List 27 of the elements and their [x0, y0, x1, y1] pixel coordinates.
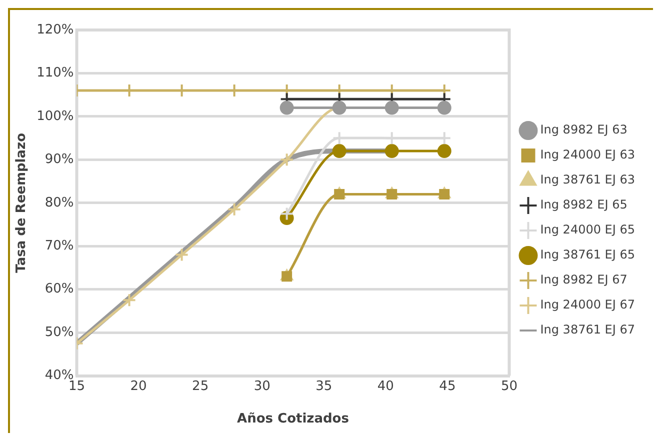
x-tick-label: 30: [254, 378, 270, 394]
x-tick-label: 50: [500, 378, 518, 394]
x-axis-title: Años Cotizados: [237, 412, 350, 427]
y-tick-label: 80%: [44, 195, 74, 210]
y-tick-label: 110%: [36, 66, 74, 81]
legend-label: Ing 24000 EJ 65: [540, 222, 636, 237]
legend-label: Ing 8982 EJ 63: [540, 122, 628, 137]
x-tick-label: 20: [130, 378, 147, 394]
legend-label: Ing 24000 EJ 67: [540, 298, 636, 312]
y-tick-label: 70%: [44, 238, 74, 254]
x-tick-label: 35: [316, 378, 332, 394]
legend-label: Ing 38761 EJ 65: [540, 248, 636, 262]
y-axis-title: Tasa de Reemplazo: [14, 132, 30, 273]
legend-label: Ing 38761 EJ 63: [540, 172, 636, 187]
y-tick-label: 120%: [36, 22, 74, 38]
x-tick-label: 15: [68, 378, 86, 394]
legend-label: Ing 8982 EJ 65: [540, 198, 628, 212]
x-tick-label: 40: [377, 378, 394, 394]
y-tick-label: 90%: [44, 152, 74, 168]
x-tick-label: 25: [192, 378, 209, 394]
legend-label: Ing 8982 EJ 67: [540, 272, 628, 287]
x-tick-label: 45: [439, 378, 456, 394]
legend-label: Ing 38761 EJ 67: [540, 322, 636, 337]
y-tick-label: 100%: [36, 108, 74, 124]
y-tick-label: 50%: [44, 324, 74, 340]
legend-label: Ing 24000 EJ 63: [540, 148, 636, 162]
y-tick-label: 60%: [44, 282, 74, 297]
